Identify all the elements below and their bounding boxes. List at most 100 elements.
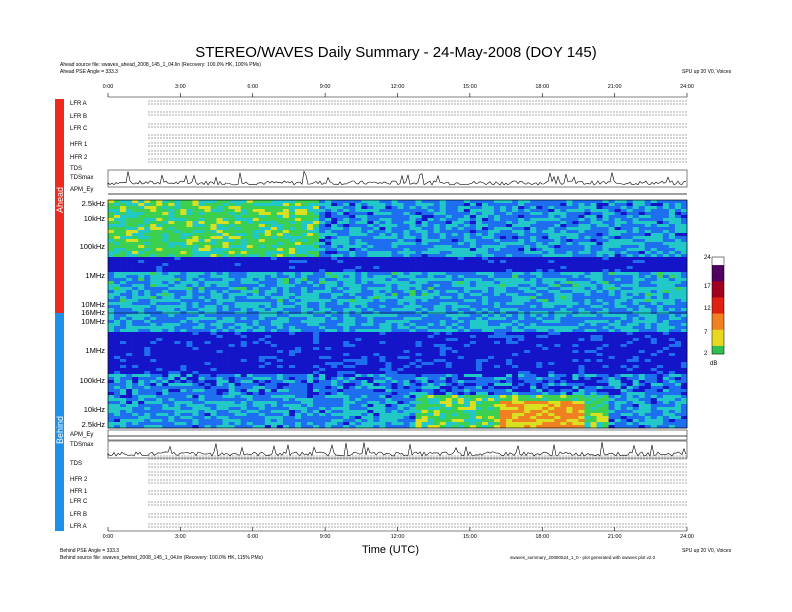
spectrogram-cell [463,323,471,327]
spectrogram-cell [614,209,621,213]
spectrogram-cell [144,350,151,354]
spectrogram-cell [626,206,634,210]
spectrogram-cell [325,218,332,222]
spectrogram-cell [246,233,254,237]
spectrogram-cell [500,203,507,207]
spectrogram-cell [554,341,561,345]
spectrogram-cell [108,257,115,261]
spectrogram-cell [554,332,561,336]
spectrogram-cell [578,239,585,243]
spectrogram-cell [415,314,422,318]
spectrogram-cell [632,233,640,237]
spectrogram-cell [494,314,501,318]
spectrogram-cell [313,296,320,300]
spectrogram-cell [439,248,447,252]
spectrogram-cell [500,347,507,351]
top-tick-label: 24:00 [680,84,694,90]
spectrogram-cell [602,266,609,270]
spectrogram-cell [373,248,380,252]
spectrogram-cell [644,278,652,282]
spectrogram-cell [584,266,591,270]
spectrogram-cell [481,230,489,234]
spectrogram-cell [469,272,477,276]
spectrogram-cell [403,287,410,291]
spectrogram-cell [445,227,453,231]
spectrogram-cell [608,278,615,282]
spectrogram-cell [391,239,398,243]
spectrogram-cell [258,308,266,312]
spectrogram-cell [463,206,471,210]
spectrogram-cell [566,335,573,339]
spectrogram-cell [198,224,205,228]
spectrogram-cell [180,272,187,276]
spectrogram-cell [252,248,260,252]
spectrogram-cell [138,314,145,318]
spectrogram-cell [433,296,441,300]
spectrogram-cell [379,293,386,297]
spectrogram-cell [162,299,169,303]
spectrogram-cell [614,206,621,210]
spectrogram-cell [234,239,241,243]
spectrogram-cell [294,251,302,255]
spectrogram-cell [150,272,157,276]
spectrogram-cell [331,287,338,291]
spectrogram-cell [608,233,615,237]
spectrogram-cell [494,260,501,264]
spectrogram-cell [313,227,320,231]
spectrogram-cell [427,317,434,321]
spectrogram-cell [114,347,121,351]
spectrogram-cell [397,203,404,207]
spectrogram-cell [222,245,229,249]
spectrogram-cell [487,317,495,321]
spectrogram-cell [451,275,459,279]
spectrogram-cell [150,341,157,345]
spectrogram-cell [469,335,477,339]
spectrogram-cell [126,350,133,354]
spectrogram-cell [608,245,615,249]
spectrogram-cell [500,239,507,243]
spectrogram-cell [367,254,374,258]
spectrogram-cell [662,317,670,321]
spectrogram-cell [403,200,410,204]
spectrogram-cell [554,212,561,216]
spectrogram-cell [578,230,585,234]
spectrogram-cell [548,320,555,324]
spectrogram-cell [608,326,615,330]
spectrogram-cell [602,341,609,345]
spectrogram-cell [608,230,615,234]
spectrogram-cell [500,209,507,213]
spectrogram-cell [349,266,356,270]
spectrogram-cell [596,230,603,234]
spectrogram-cell [349,233,356,237]
spectrogram-cell [457,320,465,324]
spectrogram-cell [608,317,615,321]
spectrogram-cell [415,203,422,207]
spectrogram-cell [512,209,519,213]
spectrogram-cell [614,221,621,225]
spectrogram-cell [590,293,597,297]
spectrogram-cell [307,326,314,330]
spectrogram-cell [572,248,579,252]
spectrogram-cell [674,239,682,243]
spectrogram-cell [451,224,459,228]
spectrogram-cell [512,290,519,294]
spectrogram-cell [343,248,350,252]
spectrogram-cell [258,311,266,315]
spectrogram-cell [584,212,591,216]
spectrogram-cell [210,305,217,309]
spectrogram-cell [608,308,615,312]
spectrogram-cell [186,230,193,234]
spectrogram-cell [500,311,507,315]
spectrogram-cell [246,347,254,351]
spectrogram-cell [614,230,621,234]
spectrogram-cell [180,275,187,279]
spectrogram-cell [337,200,344,204]
spectrogram-cell [156,269,163,273]
spectrogram-cell [337,287,344,291]
spectrogram-cell [114,257,121,261]
spectrogram-cell [397,329,404,333]
spectrogram-cell [198,290,205,294]
spectrogram-cell [506,221,513,225]
spectrogram-cell [445,212,453,216]
spectrogram-cell [506,263,513,267]
